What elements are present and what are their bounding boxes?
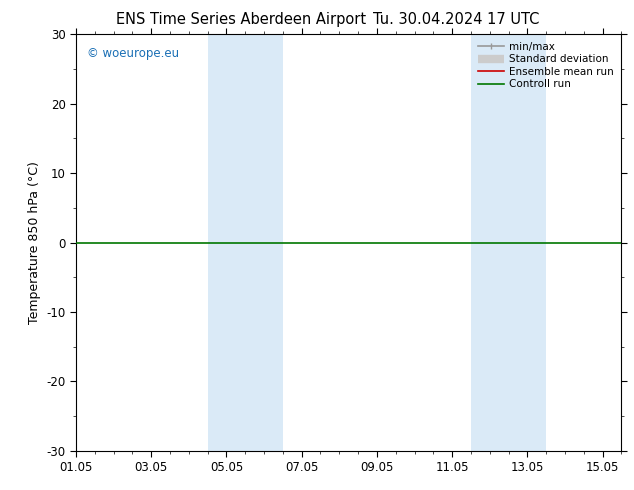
Y-axis label: Temperature 850 hPa (°C): Temperature 850 hPa (°C) (28, 161, 41, 324)
Text: ENS Time Series Aberdeen Airport: ENS Time Series Aberdeen Airport (116, 12, 366, 27)
Text: © woeurope.eu: © woeurope.eu (87, 47, 179, 60)
Bar (471, 34, 546, 451)
Legend: min/max, Standard deviation, Ensemble mean run, Controll run: min/max, Standard deviation, Ensemble me… (476, 40, 616, 92)
Text: Tu. 30.04.2024 17 UTC: Tu. 30.04.2024 17 UTC (373, 12, 540, 27)
Bar (208, 34, 283, 451)
